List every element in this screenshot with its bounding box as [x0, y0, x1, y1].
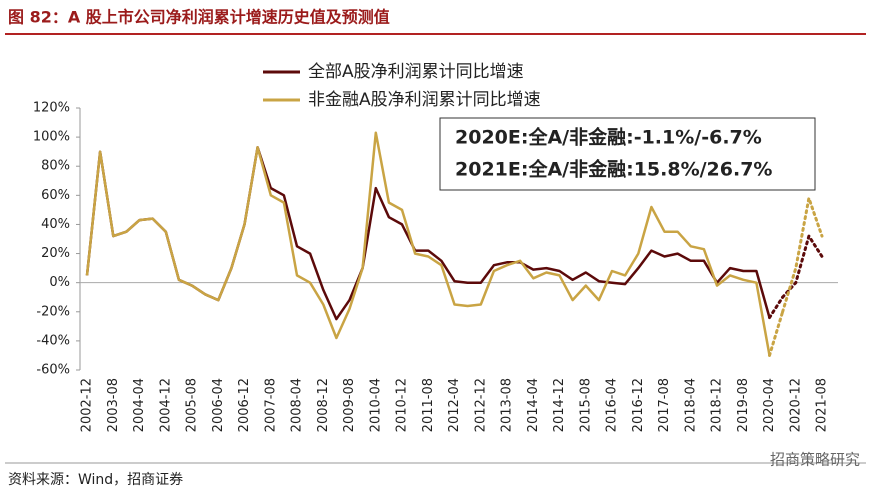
x-tick-label: 2002-12: [80, 378, 95, 432]
forecast-connector: [768, 310, 785, 357]
title-rule: [5, 33, 866, 35]
source: 资料来源：Wind，招商证券: [8, 472, 183, 488]
x-tick-label: 2004-12: [158, 378, 173, 432]
legend-label: 非金融A股净利润累计同比增速: [308, 90, 541, 110]
y-tick-label: 20%: [41, 246, 70, 261]
x-tick-label: 2016-12: [631, 378, 646, 432]
y-tick-label: 40%: [41, 217, 70, 232]
annotation: 2021E:全A/非金融:15.8%/26.7%: [455, 158, 772, 181]
x-tick-label: 2006-04: [211, 378, 226, 432]
x-tick-label: 2012-12: [473, 378, 488, 432]
x-tick-label: 2005-08: [185, 378, 200, 432]
x-tick-label: 2011-08: [421, 378, 436, 432]
x-tick-label: 2006-12: [237, 378, 252, 432]
x-tick-label: 2015-08: [578, 378, 593, 432]
annotation: 2020E:全A/非金融:-1.1%/-6.7%: [455, 126, 762, 149]
y-tick-label: 60%: [41, 188, 70, 203]
forecast-connector: [768, 295, 785, 320]
y-tick-label: 120%: [33, 101, 70, 116]
x-tick-label: 2010-12: [395, 378, 410, 432]
x-tick-label: 2018-04: [683, 378, 698, 432]
y-tick-label: -60%: [36, 363, 70, 378]
watermark: 招商策略研究: [770, 451, 860, 469]
x-tick-label: 2009-08: [342, 378, 357, 432]
x-tick-label: 2018-12: [710, 378, 725, 432]
x-tick-label: 2003-08: [106, 378, 121, 432]
x-tick-label: 2014-04: [526, 378, 541, 432]
x-tick-label: 2007-08: [263, 378, 278, 432]
x-tick-label: 2008-04: [290, 378, 305, 432]
x-tick-label: 2020-04: [762, 378, 777, 432]
x-tick-label: 2014-12: [552, 378, 567, 432]
x-tick-label: 2019-08: [736, 378, 751, 432]
x-tick-label: 2004-04: [132, 378, 147, 432]
annotation-box: [439, 117, 816, 191]
chart-title: 图 82：A 股上市公司净利润累计增速历史值及预测值: [8, 8, 390, 27]
y-tick-label: -20%: [36, 304, 70, 319]
legend-label: 全部A股净利润累计同比增速: [308, 62, 524, 82]
y-tick-label: 0%: [49, 275, 70, 290]
x-tick-label: 2012-04: [447, 378, 462, 432]
x-tick-label: 2020-12: [788, 378, 803, 432]
series-line: [85, 131, 771, 356]
y-tick-label: 100%: [33, 130, 70, 145]
x-tick-label: 2010-04: [368, 378, 383, 432]
forecast-line: [781, 192, 824, 314]
y-tick-label: 80%: [41, 159, 70, 174]
x-tick-label: 2013-08: [500, 378, 515, 432]
x-tick-label: 2016-04: [605, 378, 620, 432]
y-tick-label: -40%: [36, 333, 70, 348]
x-tick-label: 2017-08: [657, 378, 672, 432]
x-tick-label: 2021-08: [815, 378, 830, 432]
x-tick-label: 2008-12: [316, 378, 331, 432]
forecast-line: [781, 232, 824, 299]
